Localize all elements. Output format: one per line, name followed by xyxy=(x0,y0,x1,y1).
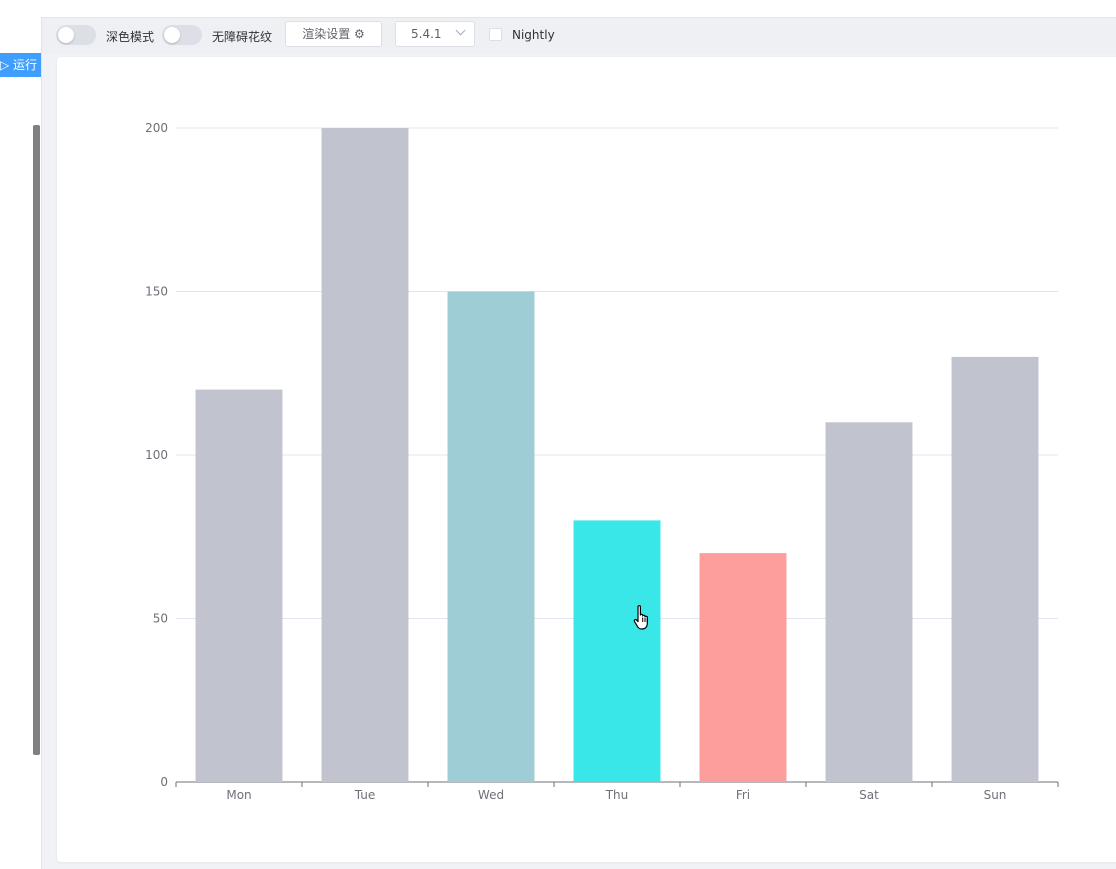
version-value: 5.4.1 xyxy=(411,27,442,41)
x-tick-label: Mon xyxy=(226,788,251,802)
hand-cursor-icon xyxy=(633,605,648,630)
y-tick-label: 0 xyxy=(160,775,168,789)
nightly-checkbox[interactable] xyxy=(489,28,502,41)
x-tick-label: Wed xyxy=(478,788,504,802)
decal-label: 无障碍花纹 xyxy=(212,30,273,44)
dark-mode-label: 深色模式 xyxy=(106,30,155,44)
bar-sat xyxy=(825,422,913,782)
y-tick-label: 200 xyxy=(145,121,168,135)
play-icon: ▷ xyxy=(0,58,14,72)
toggle-knob xyxy=(164,27,180,43)
bar-wed xyxy=(447,291,535,782)
version-select[interactable]: 5.4.1 xyxy=(395,21,475,47)
run-button[interactable]: ▷ 运行 xyxy=(0,53,41,77)
editor-scrollbar[interactable] xyxy=(33,125,40,755)
y-tick-label: 50 xyxy=(153,612,168,626)
gear-icon: ⚙ xyxy=(354,27,365,41)
x-tick-label: Sun xyxy=(984,788,1007,802)
dark-mode-toggle[interactable] xyxy=(56,25,96,45)
bar-fri xyxy=(699,553,787,782)
nightly-label: Nightly xyxy=(512,28,555,42)
bar-mon xyxy=(195,389,283,782)
decal-toggle[interactable] xyxy=(162,25,202,45)
y-tick-label: 150 xyxy=(145,285,168,299)
render-settings-button[interactable]: 渲染设置 ⚙ xyxy=(285,21,382,47)
render-settings-label: 渲染设置 xyxy=(302,27,351,41)
y-tick-label: 100 xyxy=(145,448,168,462)
x-tick-label: Sat xyxy=(859,788,879,802)
bar-sun xyxy=(951,356,1039,782)
x-tick-label: Tue xyxy=(354,788,376,802)
bar-thu xyxy=(573,520,661,782)
x-tick-label: Fri xyxy=(736,788,750,802)
toggle-knob xyxy=(58,27,74,43)
run-button-label: 运行 xyxy=(13,58,38,72)
bar-tue xyxy=(321,128,409,782)
x-tick-label: Thu xyxy=(605,788,629,802)
chart-toolbar xyxy=(42,18,1116,54)
top-strip xyxy=(0,0,1116,18)
